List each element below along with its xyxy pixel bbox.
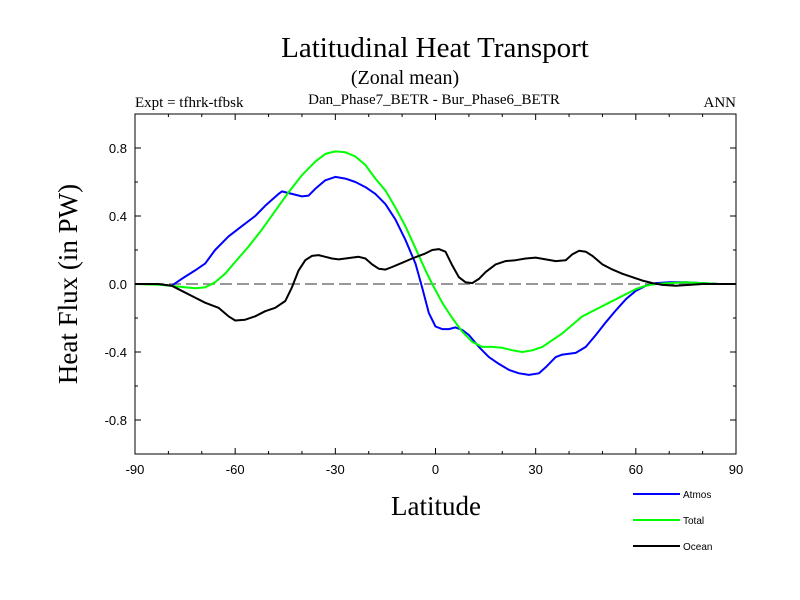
x-tick-label: 30 — [528, 462, 542, 477]
x-tick-label: 60 — [629, 462, 643, 477]
legend-label-total: Total — [683, 516, 704, 527]
legend-label-ocean: Ocean — [683, 542, 712, 553]
y-tick-label: -0.8 — [105, 413, 127, 428]
series-line-ocean — [135, 248, 736, 322]
experiment-label: Expt = tfhrk-tfbsk — [135, 95, 244, 111]
x-tick-label: 0 — [432, 462, 439, 477]
series-line-atmos — [135, 175, 736, 376]
legend-label-atmos: Atmos — [683, 490, 711, 501]
x-tick-label: -60 — [226, 462, 245, 477]
y-tick-label: 0.4 — [109, 209, 127, 224]
chart-subtitle: (Zonal mean) — [351, 67, 459, 89]
x-tick-label: -90 — [126, 462, 145, 477]
y-tick-label: 0.0 — [109, 277, 127, 292]
case-comparison-label: Dan_Phase7_BETR - Bur_Phase6_BETR — [308, 92, 560, 108]
y-tick-label: 0.8 — [109, 141, 127, 156]
series-line-total — [134, 150, 736, 353]
y-tick-label: -0.4 — [105, 345, 127, 360]
chart-title: Latitudinal Heat Transport — [281, 32, 589, 64]
x-tick-label: -30 — [326, 462, 345, 477]
x-axis-title: Latitude — [391, 491, 481, 521]
x-tick-label: 90 — [729, 462, 743, 477]
y-axis-title: Heat Flux (in PW) — [53, 184, 83, 384]
season-label: ANN — [704, 95, 737, 111]
